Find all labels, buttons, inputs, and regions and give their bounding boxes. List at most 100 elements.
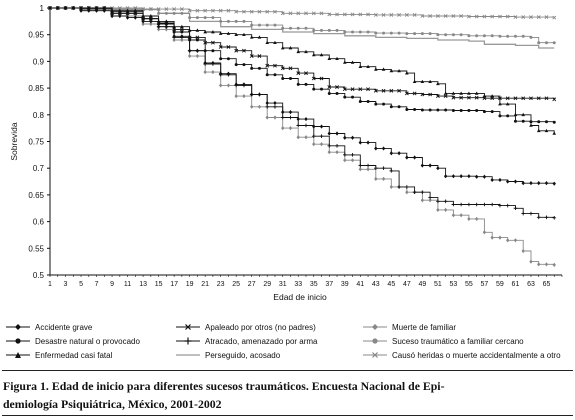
data-point (428, 198, 432, 203)
y-tick-label: 0.75 (28, 138, 44, 147)
data-point (180, 37, 184, 43)
x-tick-label: 61 (512, 281, 520, 288)
data-point (498, 34, 502, 38)
data-point (521, 181, 525, 186)
data-point (249, 35, 254, 39)
data-point (529, 259, 533, 264)
y-tick-label: 0.8 (33, 111, 45, 120)
data-point (311, 11, 316, 16)
data-point (342, 12, 347, 17)
data-point (304, 116, 308, 122)
x-tick-label: 47 (403, 281, 411, 288)
data-point (203, 62, 207, 66)
figure-caption: Figura 1. Edad de inicio para diferentes… (3, 377, 569, 413)
data-point (350, 87, 355, 92)
data-point (219, 19, 223, 23)
legend-item: Desastre natural o provocado (6, 334, 140, 348)
data-point (428, 14, 433, 18)
data-point (234, 9, 239, 14)
x-tick-label: 45 (387, 281, 395, 288)
data-point (257, 54, 262, 58)
legend-label: Perseguido, acosado (205, 350, 281, 360)
data-point (187, 48, 192, 53)
data-point (211, 49, 215, 53)
data-point (420, 163, 425, 168)
data-point (86, 6, 91, 10)
data-point (552, 97, 557, 102)
data-point (149, 21, 153, 27)
legend-item: Muerte de familiar (363, 320, 456, 334)
x-tick-label: 63 (527, 281, 535, 288)
data-point (195, 16, 199, 20)
data-point (521, 15, 526, 19)
data-point (249, 9, 254, 14)
data-point (350, 12, 355, 17)
x-tick-label: 59 (496, 281, 504, 288)
data-point (304, 135, 308, 140)
data-point (210, 40, 215, 45)
x-tick-label: 27 (248, 281, 256, 288)
data-point (195, 53, 200, 59)
data-point (490, 34, 494, 38)
x-tick-label: 3 (64, 281, 68, 288)
data-point (250, 23, 254, 27)
data-point (288, 110, 293, 115)
data-point (79, 6, 83, 10)
data-point (164, 24, 169, 29)
data-point (288, 26, 292, 30)
data-point (358, 140, 363, 145)
caption-top-rule (2, 370, 573, 371)
data-point (490, 202, 494, 207)
data-point (156, 24, 161, 29)
data-point (397, 88, 402, 93)
data-point (451, 14, 456, 18)
data-point (94, 6, 99, 10)
legend-item: Accidente grave (6, 320, 92, 334)
data-point (226, 72, 231, 77)
series-line (50, 7, 555, 123)
data-point (373, 88, 378, 93)
data-point (490, 235, 494, 240)
data-point (397, 185, 401, 189)
data-point (55, 6, 60, 10)
data-point (156, 27, 161, 32)
data-point (412, 13, 417, 17)
data-point (180, 24, 184, 28)
data-point (435, 14, 440, 18)
data-point (304, 82, 308, 86)
data-point (544, 96, 549, 101)
y-tick-label: 0.85 (28, 84, 44, 93)
data-point (459, 213, 463, 218)
data-point (327, 85, 332, 89)
data-point (498, 114, 502, 118)
data-point (218, 31, 223, 35)
data-point (506, 114, 510, 118)
x-axis-label: Edad de inicio (273, 292, 327, 302)
series-1 (48, 6, 556, 124)
data-point (529, 96, 533, 101)
y-tick-label: 0.55 (28, 244, 44, 253)
y-axis-label: Sobrevida (9, 122, 19, 161)
data-point (311, 76, 316, 81)
data-point (265, 104, 270, 109)
legend-item: Suceso traumático a familiar cercano (363, 334, 524, 348)
data-point (211, 69, 215, 75)
data-point (451, 91, 456, 95)
data-point (389, 184, 394, 189)
data-point (451, 33, 455, 37)
data-point (133, 6, 138, 10)
data-point (443, 14, 448, 18)
data-point (412, 155, 417, 160)
data-point (420, 108, 424, 112)
data-point (351, 95, 355, 99)
data-point (319, 124, 324, 129)
data-point (226, 45, 231, 49)
data-point (505, 203, 510, 208)
data-point (544, 15, 549, 19)
data-point (234, 83, 238, 88)
data-point (327, 56, 332, 61)
data-point (412, 190, 417, 195)
data-point (195, 35, 200, 40)
x-tick-label: 17 (170, 281, 178, 288)
